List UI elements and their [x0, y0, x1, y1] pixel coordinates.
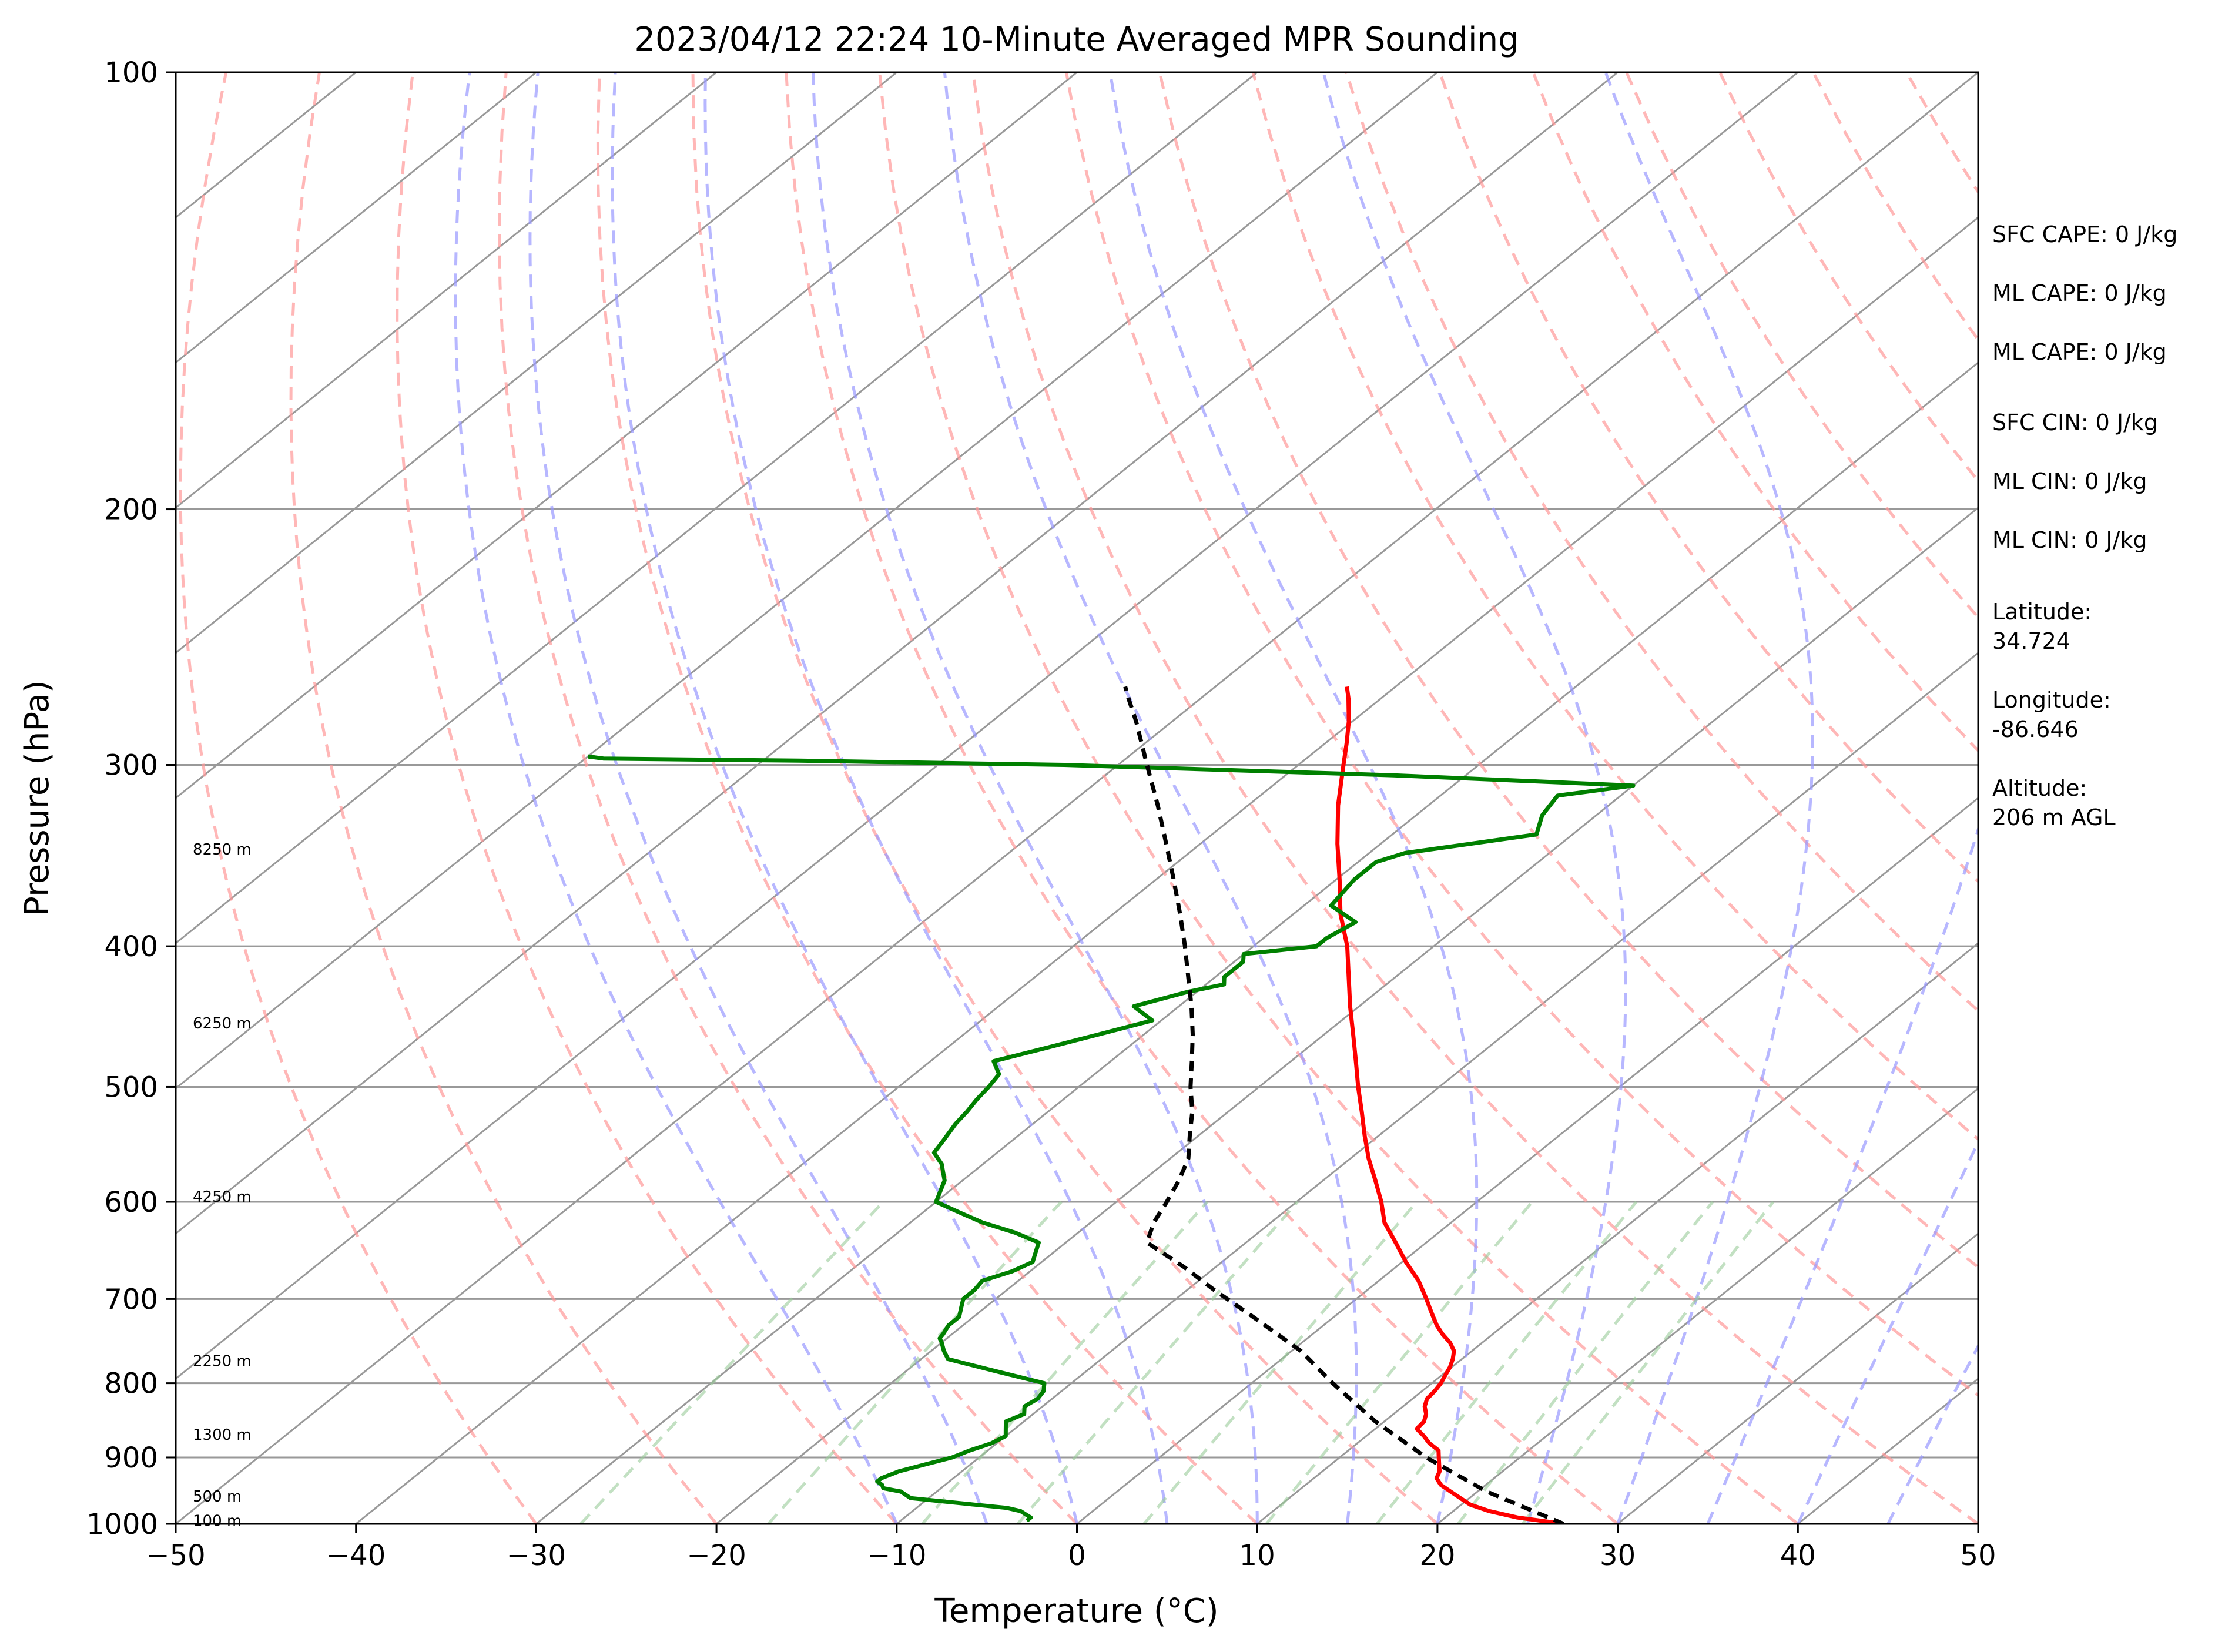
dry-adiabat-line	[2187, 72, 2225, 1524]
stat-ml-cin: ML CIN: 0 J/kg	[1992, 468, 2147, 494]
y-tick-label: 200	[104, 494, 158, 527]
x-tick-label: −10	[867, 1539, 926, 1572]
longitude-value: -86.646	[1992, 716, 2079, 742]
stat-sfc-cape: SFC CAPE: 0 J/kg	[1992, 222, 2177, 247]
y-tick-label: 700	[104, 1283, 158, 1316]
x-tick-label: 0	[1068, 1539, 1086, 1572]
x-tick-label: 50	[1960, 1539, 1996, 1572]
stat-sfc-cin: SFC CIN: 0 J/kg	[1992, 410, 2158, 435]
x-axis-title: Temperature (°C)	[934, 1592, 1218, 1630]
latitude-value: 34.724	[1992, 628, 2070, 654]
x-tick-label: −30	[507, 1539, 566, 1572]
latitude-label: Latitude:	[1992, 599, 2092, 625]
stat-ml-cin-2: ML CIN: 0 J/kg	[1992, 527, 2147, 553]
x-tick-label: −40	[326, 1539, 386, 1572]
height-label: 4250 m	[193, 1188, 252, 1206]
height-label: 1300 m	[193, 1426, 252, 1444]
height-label: 8250 m	[193, 841, 252, 859]
stats-panel: SFC CAPE: 0 J/kg ML CAPE: 0 J/kg ML CAPE…	[1992, 222, 2177, 830]
x-tick-label: −20	[686, 1539, 746, 1572]
y-tick-label: 300	[104, 749, 158, 782]
y-tick-label: 900	[104, 1442, 158, 1475]
height-label: 100 m	[193, 1513, 242, 1530]
y-tick-label: 800	[104, 1368, 158, 1400]
x-tick-label: −50	[146, 1539, 205, 1572]
y-tick-label: 400	[104, 930, 158, 963]
y-tick-label: 1000	[86, 1508, 158, 1541]
y-tick-label: 600	[104, 1186, 158, 1219]
height-label: 6250 m	[193, 1015, 252, 1033]
longitude-label: Longitude:	[1992, 687, 2111, 713]
altitude-label: Altitude:	[1992, 775, 2087, 801]
x-tick-label: 20	[1419, 1539, 1455, 1572]
stat-ml-cape-2: ML CAPE: 0 J/kg	[1992, 339, 2167, 365]
chart-title: 2023/04/12 22:24 10-Minute Averaged MPR …	[634, 21, 1519, 59]
x-tick-label: 10	[1239, 1539, 1275, 1572]
stat-ml-cape: ML CAPE: 0 J/kg	[1992, 280, 2167, 306]
height-label: 2250 m	[193, 1352, 252, 1370]
x-tick-label: 30	[1600, 1539, 1636, 1572]
y-tick-label: 100	[104, 56, 158, 89]
altitude-value: 206 m AGL	[1992, 805, 2116, 830]
x-tick-label: 40	[1780, 1539, 1816, 1572]
y-tick-label: 500	[104, 1071, 158, 1104]
height-label: 500 m	[193, 1488, 242, 1506]
y-axis-title: Pressure (hPa)	[18, 680, 56, 916]
